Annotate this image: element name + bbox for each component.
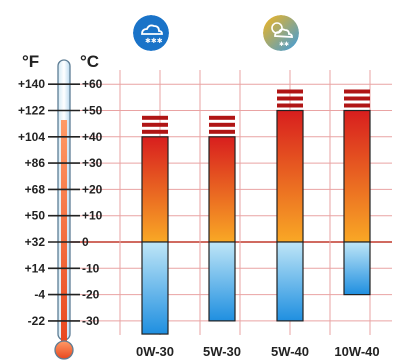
bar-cap-stripe — [142, 115, 168, 120]
bar-cap-stripe — [344, 89, 370, 94]
fahrenheit-tick-label: +50 — [25, 209, 46, 223]
celsius-tick-label: +50 — [82, 104, 103, 118]
svg-text:✱✱✱: ✱✱✱ — [145, 37, 163, 45]
fahrenheit-tick-label: -22 — [28, 314, 46, 328]
x-axis-label: 10W-40 — [334, 344, 379, 359]
fahrenheit-tick-label: +14 — [25, 261, 46, 275]
bars — [141, 89, 371, 335]
sun-cloud-snow-icon: ✱✱ — [263, 15, 299, 51]
celsius-tick-label: -20 — [82, 288, 100, 302]
thermometer — [54, 59, 74, 360]
thermometer-bulb — [54, 340, 74, 360]
bar-warm-5W-40 — [276, 109, 304, 243]
fahrenheit-tick-label: +122 — [18, 104, 45, 118]
fahrenheit-tick-label: +68 — [25, 182, 46, 196]
bar-cap-stripe — [209, 122, 235, 127]
celsius-tick-label: +30 — [82, 156, 103, 170]
bar-cap-stripe — [277, 89, 303, 94]
bar-cap-stripe — [277, 96, 303, 101]
bar-cap-stripe — [209, 115, 235, 120]
snowy-cloud-icon: ✱✱✱ — [133, 15, 169, 51]
sun-cloud-snow-glyph: ✱✱ — [263, 15, 299, 51]
bar-cap-stripe — [344, 103, 370, 108]
bar-cap-stripe — [209, 129, 235, 134]
bar-cap-stripe — [277, 103, 303, 108]
celsius-tick-label: -10 — [82, 261, 100, 275]
x-axis-label: 0W-30 — [136, 344, 174, 359]
bar-warm-10W-40 — [343, 109, 371, 243]
y-axis-ticks: +140 +60+122 +50+104 +40+86 +30+68 +20+50 +10+… — [18, 77, 103, 328]
thermometer-mercury — [61, 120, 67, 345]
celsius-tick-label: -30 — [82, 314, 100, 328]
celsius-unit-label: °C — [80, 52, 100, 71]
fahrenheit-unit-label: °F — [22, 52, 40, 71]
x-axis-label: 5W-30 — [203, 344, 241, 359]
x-axis-labels: 0W-30 5W-30 5W-40 10W-40 — [136, 344, 380, 359]
celsius-tick-label: +10 — [82, 209, 103, 223]
celsius-tick-label: +40 — [82, 130, 103, 144]
celsius-tick-label: +60 — [82, 77, 103, 91]
bar-cold-5W-30 — [208, 241, 236, 322]
fahrenheit-tick-label: -4 — [34, 288, 45, 302]
fahrenheit-tick-label: +32 — [25, 235, 46, 249]
x-axis-label: 5W-40 — [271, 344, 309, 359]
grid-lines — [60, 70, 392, 335]
bar-cold-10W-40 — [343, 241, 371, 296]
fahrenheit-tick-label: +86 — [25, 156, 46, 170]
bar-warm-0W-30 — [141, 136, 169, 243]
celsius-tick-label: 0 — [82, 235, 89, 249]
bar-cap-stripe — [344, 96, 370, 101]
snowy-cloud-glyph: ✱✱✱ — [133, 15, 169, 51]
fahrenheit-tick-label: +140 — [18, 77, 45, 91]
bar-cold-0W-30 — [141, 241, 169, 335]
bar-cap-stripe — [142, 122, 168, 127]
bar-warm-5W-30 — [208, 136, 236, 243]
bar-cold-5W-40 — [276, 241, 304, 322]
fahrenheit-tick-label: +104 — [18, 130, 45, 144]
svg-text:✱✱: ✱✱ — [279, 41, 289, 48]
celsius-tick-label: +20 — [82, 182, 103, 196]
bar-cap-stripe — [142, 129, 168, 134]
